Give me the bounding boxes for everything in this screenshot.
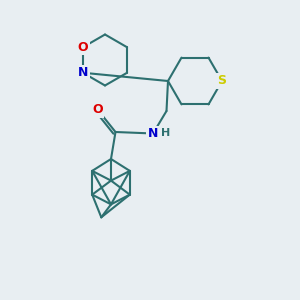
Text: H: H <box>161 128 170 139</box>
Text: N: N <box>78 66 88 79</box>
Text: O: O <box>92 103 103 116</box>
Text: O: O <box>78 41 88 54</box>
Text: S: S <box>218 74 226 88</box>
Text: N: N <box>148 127 158 140</box>
